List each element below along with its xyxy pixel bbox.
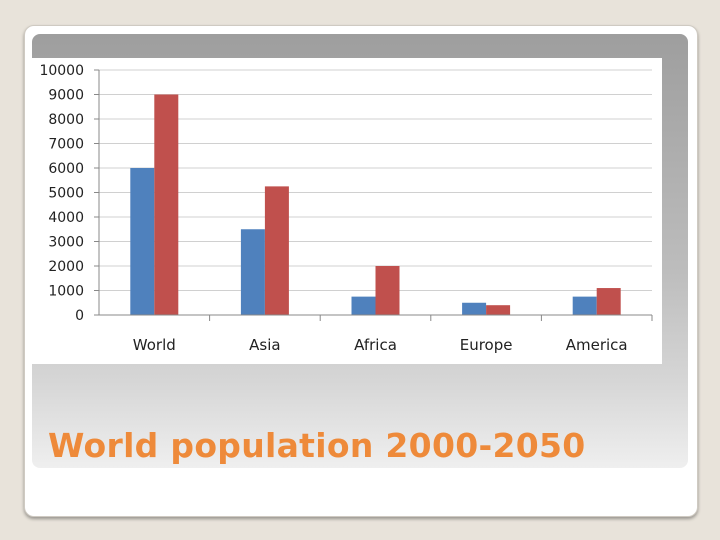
y-tick-label: 5000 xyxy=(48,186,84,202)
bar-asia-series-1 xyxy=(240,229,265,315)
bar-africa-series-2 xyxy=(375,266,400,315)
x-category-label: Africa xyxy=(354,336,397,354)
x-axis xyxy=(98,70,653,321)
bar-world-series-1 xyxy=(130,168,155,315)
x-category-label: Asia xyxy=(249,336,280,354)
bar-world-series-2 xyxy=(154,94,179,315)
bar-africa-series-1 xyxy=(351,296,376,315)
y-tick-label: 3000 xyxy=(48,235,84,251)
y-axis-tick-labels: 0 1000 2000 3000 4000 5000 6000 7000 8000 9000 100… xyxy=(39,63,84,324)
x-category-label: America xyxy=(566,336,628,354)
x-axis-category-labels: World Asia Africa Europe America xyxy=(133,336,628,354)
bar-europe-series-1 xyxy=(462,302,487,315)
y-tick-label: 4000 xyxy=(48,210,84,226)
y-tick-label: 1000 xyxy=(48,284,84,300)
y-tick-label: 9000 xyxy=(48,88,84,104)
y-tick-label: 2000 xyxy=(48,259,84,275)
bar-america-series-2 xyxy=(596,288,621,315)
y-tick-label: 8000 xyxy=(48,112,84,128)
bar-america-series-1 xyxy=(572,296,597,315)
x-category-label: Europe xyxy=(460,336,513,354)
bar-asia-series-2 xyxy=(264,186,289,315)
bar-europe-series-2 xyxy=(486,305,511,315)
y-tick-label: 6000 xyxy=(48,161,84,177)
x-category-label: World xyxy=(133,336,176,354)
y-tick-label: 10000 xyxy=(39,63,84,79)
bars xyxy=(130,94,621,315)
y-tick-label: 0 xyxy=(75,308,84,324)
slide-title: World population 2000-2050 xyxy=(48,426,586,465)
y-tick-label: 7000 xyxy=(48,137,84,153)
